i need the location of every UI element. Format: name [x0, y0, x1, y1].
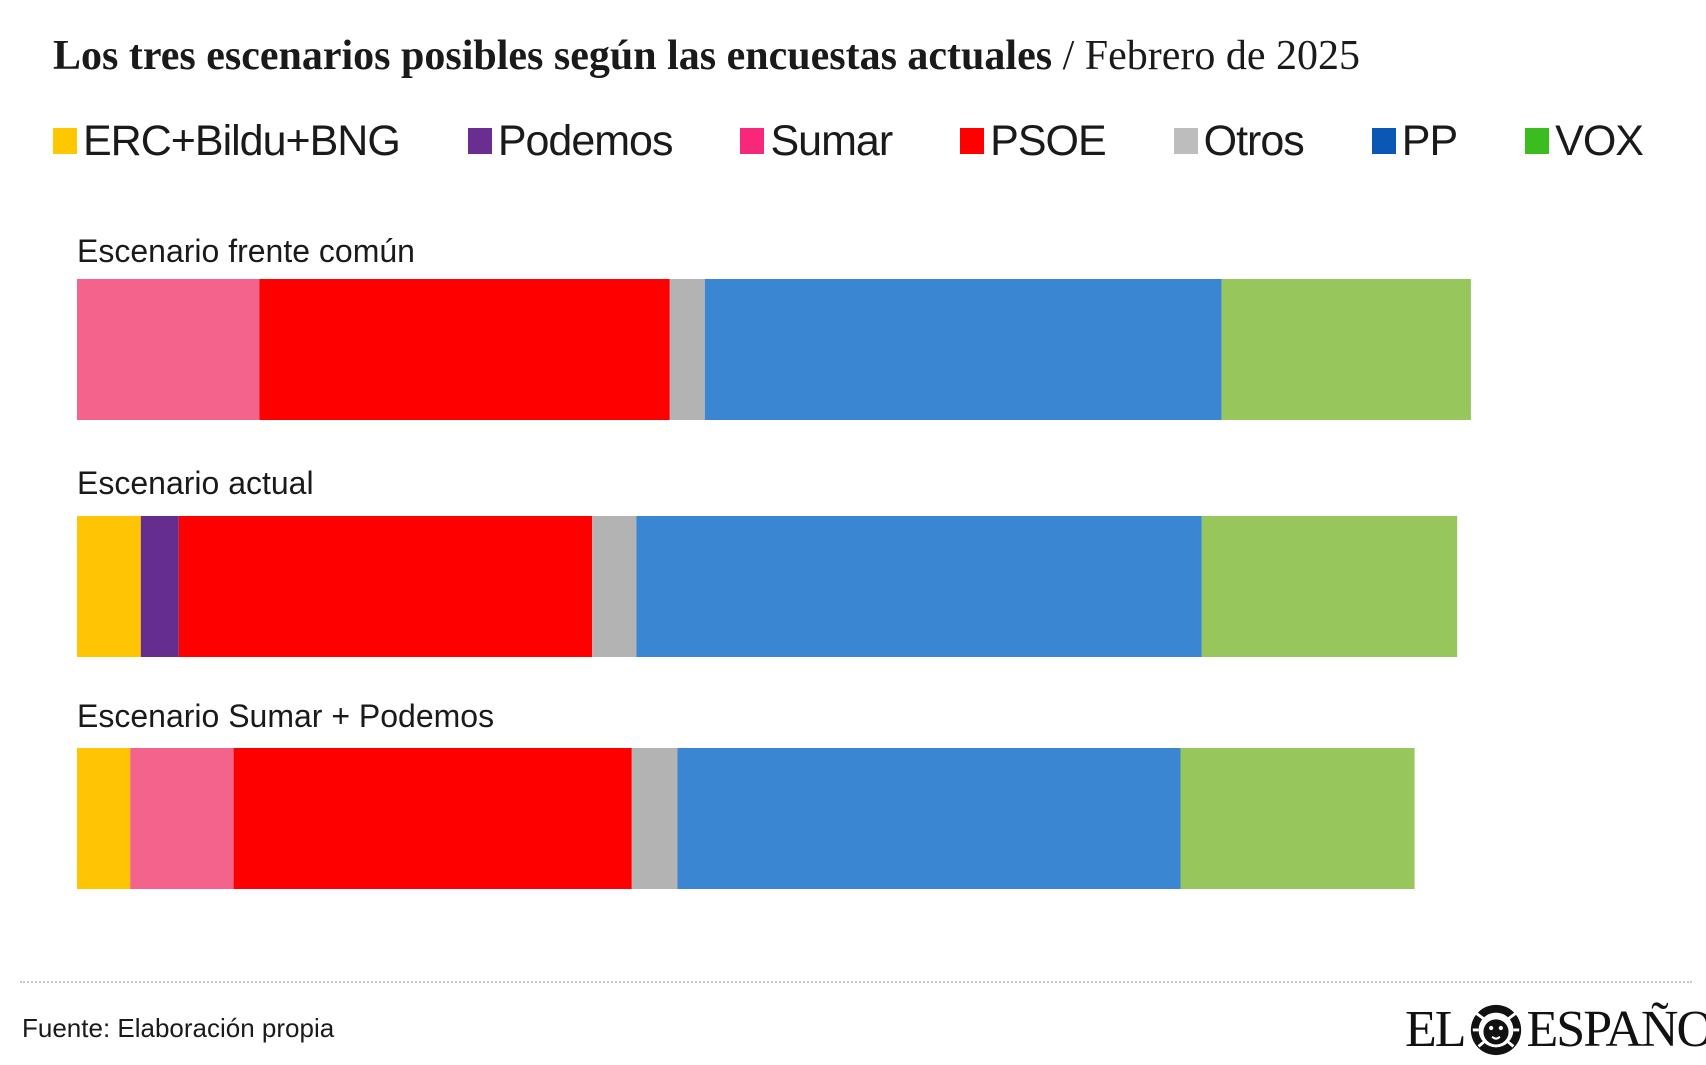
footer-divider	[20, 981, 1692, 983]
bar-segment-erc-bildu-bng	[77, 516, 141, 657]
title-separator: /	[1052, 33, 1085, 79]
el-espanol-logo: EL ESPAÑOL	[1405, 998, 1706, 1060]
legend-swatch	[1371, 128, 1396, 154]
legend-label: VOX	[1555, 117, 1644, 165]
bar-segment-psoe	[259, 279, 670, 420]
legend-swatch	[53, 128, 77, 154]
legend-label: ERC+Bildu+BNG	[83, 117, 401, 165]
legend-label: PSOE	[990, 117, 1106, 165]
legend-label: Otros	[1203, 117, 1305, 165]
bar-segment-sumar	[77, 279, 260, 420]
chart-title: Los tres escenarios posibles según las e…	[53, 28, 1360, 84]
scenario-label: Escenario actual	[77, 465, 314, 501]
bar-segment-pp	[704, 279, 1222, 420]
legend-item-pp: PP	[1371, 113, 1458, 169]
legend: ERC+Bildu+BNG Podemos Sumar PSOE Otros P…	[53, 113, 1644, 169]
legend-swatch	[960, 128, 985, 154]
bar-segment-erc-bildu-bng	[77, 748, 131, 889]
stacked-bar-chart: Escenario frente común Escenario actual Es…	[77, 233, 1471, 889]
bar-segment-vox	[1180, 748, 1415, 889]
bar-segment-psoe	[233, 748, 632, 889]
bar-segment-otros	[669, 279, 705, 420]
legend-item-psoe: PSOE	[960, 113, 1107, 169]
bar-segment-otros	[631, 748, 678, 889]
legend-swatch	[1173, 128, 1198, 154]
legend-label: PP	[1401, 117, 1458, 165]
legend-item-vox: VOX	[1525, 113, 1644, 169]
legend-label: Podemos	[497, 117, 674, 165]
source-note: Fuente: Elaboración propia	[22, 1013, 335, 1043]
legend-item-podemos: Podemos	[467, 113, 674, 169]
bar-segment-pp	[636, 516, 1202, 657]
bar-segment-pp	[677, 748, 1181, 889]
legend-label: Sumar	[770, 117, 893, 165]
lion-icon	[1470, 1004, 1521, 1056]
bar-segment-podemos	[140, 516, 179, 657]
bar-segment-otros	[592, 516, 637, 657]
bar-segment-vox	[1201, 516, 1458, 657]
scenario-label: Escenario frente común	[77, 233, 415, 269]
legend-item-sumar: Sumar	[740, 113, 893, 169]
title-main: Los tres escenarios posibles según las e…	[53, 33, 1053, 79]
legend-swatch	[467, 128, 492, 154]
legend-swatch	[740, 128, 765, 154]
legend-item-otros: Otros	[1173, 113, 1305, 169]
title-date: Febrero de 2025	[1084, 33, 1360, 79]
bar-segment-vox	[1221, 279, 1471, 420]
scenario-label: Escenario Sumar + Podemos	[77, 698, 494, 734]
logo-text-el: EL	[1405, 1000, 1467, 1058]
bar-segment-sumar	[130, 748, 234, 889]
bar-segment-psoe	[178, 516, 593, 657]
legend-swatch	[1525, 128, 1550, 154]
legend-item-erc-bildu-bng: ERC+Bildu+BNG	[53, 113, 401, 169]
logo-text-espanol: ESPAÑOL	[1526, 1000, 1706, 1058]
